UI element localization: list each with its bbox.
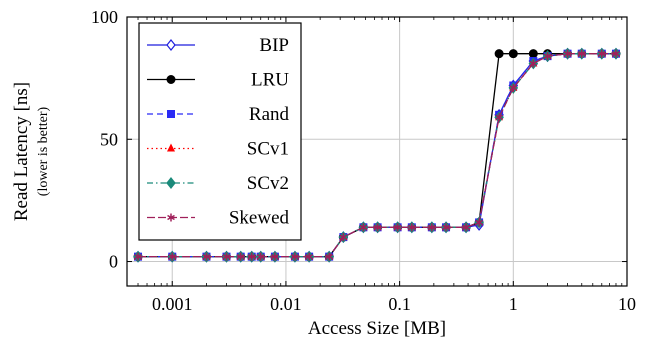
- x-tick-label: 0.001: [152, 294, 193, 314]
- legend-box: [138, 22, 302, 241]
- data-point: [475, 218, 483, 227]
- data-point: [222, 252, 231, 261]
- legend-item-lru: LRU: [147, 70, 289, 91]
- star-stroke: [427, 224, 436, 230]
- data-point: [166, 75, 176, 84]
- legend-label: BIP: [259, 35, 289, 56]
- data-point: [247, 252, 256, 261]
- y-tick-label: 50: [100, 129, 118, 149]
- y-axis-note: (lower is better): [36, 106, 51, 196]
- data-point: [167, 110, 175, 118]
- data-point: [256, 252, 265, 261]
- data-point: [291, 252, 299, 261]
- star-stroke: [462, 224, 470, 230]
- legend-label: Skewed: [229, 208, 290, 229]
- series-skewed: [134, 49, 620, 261]
- legend-item-skewed: Skewed: [147, 208, 289, 229]
- star-stroke: [339, 234, 348, 240]
- y-tick-label: 0: [109, 252, 118, 272]
- data-point: [202, 252, 211, 261]
- data-point: [236, 252, 245, 261]
- data-point: [597, 49, 606, 58]
- star-stroke: [612, 51, 620, 57]
- data-point: [407, 223, 416, 232]
- data-point: [167, 213, 175, 222]
- star-stroke: [495, 114, 503, 120]
- data-point: [359, 223, 368, 232]
- star-stroke: [373, 224, 382, 230]
- data-point: [495, 113, 503, 122]
- legend-item-rand: Rand: [147, 104, 289, 125]
- series-line: [138, 53, 616, 258]
- x-tick-label: 0.01: [270, 294, 302, 314]
- x-tick-label: 1: [509, 294, 518, 314]
- star-stroke: [359, 224, 368, 230]
- data-point: [528, 49, 538, 59]
- data-point: [134, 252, 142, 261]
- star-stroke: [202, 254, 211, 260]
- star-stroke: [475, 219, 483, 226]
- star-stroke: [134, 254, 142, 260]
- star-stroke: [393, 224, 402, 230]
- star-stroke: [291, 254, 299, 260]
- star-stroke: [563, 51, 572, 57]
- legend-item-scv2: SCv2: [147, 173, 289, 194]
- data-point: [393, 223, 402, 232]
- star-stroke: [325, 254, 333, 260]
- data-point: [166, 177, 176, 189]
- data-point: [509, 83, 518, 92]
- star-stroke: [256, 254, 265, 260]
- data-point: [508, 49, 518, 59]
- data-point: [167, 143, 175, 152]
- data-point: [271, 252, 279, 261]
- star-stroke: [167, 214, 175, 221]
- legend-label: SCv2: [247, 173, 289, 194]
- data-point: [543, 52, 552, 61]
- data-point: [563, 49, 572, 58]
- data-point: [612, 49, 620, 58]
- x-tick-label: 0.1: [388, 294, 411, 314]
- data-point: [442, 223, 450, 232]
- data-point: [305, 252, 313, 261]
- plot-frame: [126, 16, 628, 287]
- data-point: [577, 49, 586, 58]
- y-tick-label: 100: [91, 7, 118, 27]
- data-point: [373, 223, 382, 232]
- data-point: [339, 233, 348, 242]
- star-stroke: [305, 254, 313, 260]
- star-stroke: [577, 51, 586, 57]
- series-layer: [133, 47, 621, 263]
- star-stroke: [168, 254, 177, 260]
- series-line: [138, 53, 616, 258]
- star-stroke: [407, 224, 416, 230]
- legend-label: SCv1: [247, 139, 289, 160]
- y-axis-label: Read Latency [ns]: [11, 82, 32, 221]
- star-stroke: [543, 53, 552, 59]
- data-point: [529, 59, 538, 68]
- star-stroke: [271, 254, 279, 260]
- star-stroke: [247, 254, 256, 260]
- legend-item-scv1: SCv1: [147, 139, 289, 160]
- star-stroke: [222, 254, 231, 260]
- data-point: [494, 49, 504, 59]
- legend-item-bip: BIP: [147, 35, 289, 56]
- star-stroke: [597, 51, 606, 57]
- x-tick-label: 10: [618, 294, 636, 314]
- data-point: [427, 223, 436, 232]
- data-point: [462, 223, 470, 232]
- x-axis-label: Access Size [MB]: [308, 318, 446, 339]
- data-point: [166, 39, 176, 51]
- star-stroke: [509, 85, 518, 91]
- legend-label: Rand: [249, 104, 290, 125]
- star-stroke: [442, 224, 450, 230]
- data-point: [168, 252, 177, 261]
- legend-label: LRU: [251, 70, 289, 91]
- data-point: [325, 252, 333, 261]
- legend: BIP LRU Rand SCv1 SCv2 Skewed: [138, 22, 302, 241]
- star-stroke: [236, 254, 245, 260]
- star-stroke: [529, 60, 538, 67]
